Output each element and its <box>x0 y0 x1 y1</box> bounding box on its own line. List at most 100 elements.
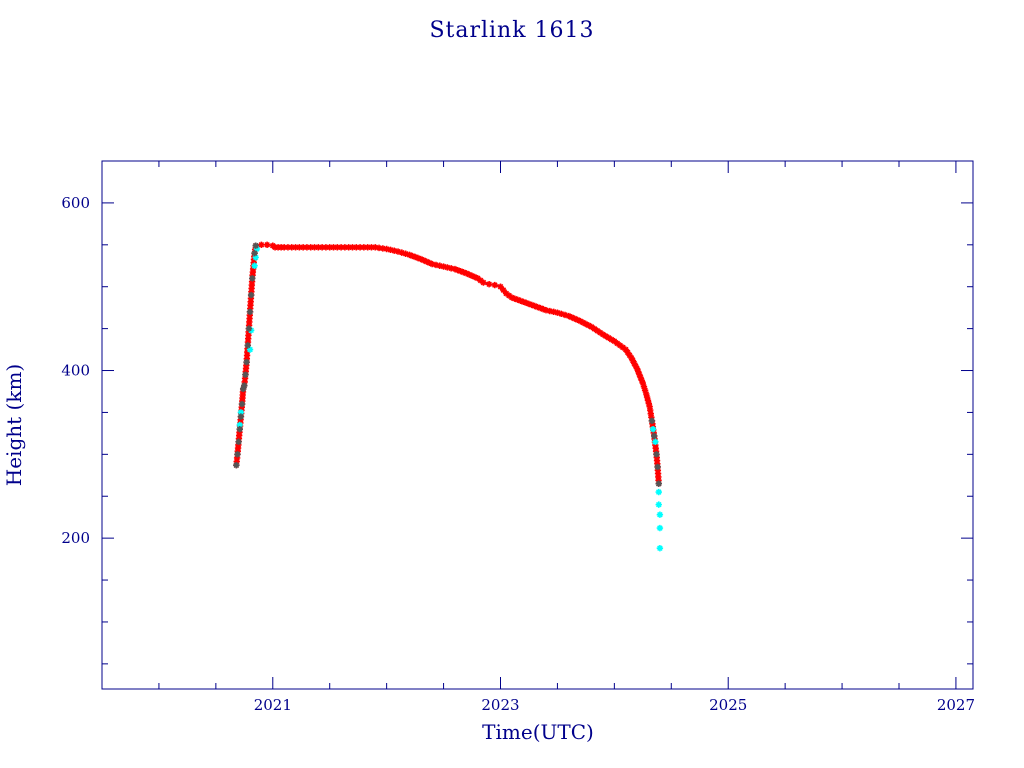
data-point <box>244 345 251 352</box>
data-point <box>379 245 387 252</box>
data-point <box>611 337 618 345</box>
data-point <box>318 244 326 251</box>
data-point <box>417 255 424 263</box>
data-point <box>406 251 413 259</box>
data-point <box>522 299 530 307</box>
data-point <box>247 291 255 299</box>
data-point <box>654 463 661 471</box>
data-point <box>245 325 253 332</box>
data-point <box>542 306 550 314</box>
axis-tick-labels: 2021 2023 2025 2027 200 400 600 <box>61 194 975 714</box>
data-point <box>655 488 662 496</box>
data-point <box>655 477 662 484</box>
series-group <box>233 241 662 487</box>
data-point <box>599 331 607 338</box>
data-point <box>471 273 479 281</box>
data-point <box>236 425 243 433</box>
data-point <box>387 246 394 254</box>
data-point <box>633 365 641 373</box>
data-point <box>444 264 451 271</box>
data-point <box>296 244 303 251</box>
data-point <box>252 242 259 249</box>
data-point <box>345 244 352 251</box>
y-tick-label: 200 <box>61 529 90 547</box>
series-group <box>236 245 664 552</box>
data-point <box>648 417 656 425</box>
data-point <box>337 244 345 251</box>
data-point <box>622 346 629 353</box>
data-point <box>585 322 592 329</box>
data-point <box>243 358 250 366</box>
marker-accents <box>233 242 662 487</box>
data-point <box>571 315 578 322</box>
data-point <box>643 390 650 398</box>
data-point <box>432 261 440 269</box>
data-point <box>341 244 349 251</box>
data-point <box>655 473 662 481</box>
data-point <box>641 387 649 394</box>
data-point <box>636 371 643 378</box>
axis-ticks <box>101 160 973 689</box>
data-point <box>638 377 645 384</box>
data-point <box>655 501 662 508</box>
data-point <box>423 258 430 265</box>
data-point <box>248 285 255 292</box>
data-point <box>528 301 536 309</box>
data-point <box>307 244 314 251</box>
data-point <box>246 315 253 322</box>
data-point <box>497 283 504 290</box>
data-point <box>263 241 271 249</box>
data-point <box>649 425 657 433</box>
x-tick-label: 2021 <box>254 696 292 714</box>
data-point <box>241 382 248 389</box>
data-point <box>514 296 521 303</box>
data-point <box>368 244 375 251</box>
data-point <box>420 257 427 264</box>
data-point <box>646 403 653 410</box>
data-point <box>245 332 252 339</box>
data-point <box>436 262 443 269</box>
data-point <box>258 241 265 249</box>
data-point <box>249 275 256 282</box>
data-point <box>284 244 292 251</box>
data-point <box>654 467 662 474</box>
data-point <box>241 378 248 386</box>
data-point <box>651 432 658 440</box>
data-point <box>574 316 581 324</box>
data-point <box>322 244 330 251</box>
data-point <box>500 286 507 294</box>
data-point <box>330 244 337 251</box>
data-point <box>299 244 307 251</box>
data-point <box>244 338 252 346</box>
data-point <box>398 249 406 256</box>
data-point <box>568 314 575 321</box>
data-point <box>252 254 259 261</box>
data-point <box>485 281 493 288</box>
data-point <box>292 244 299 251</box>
plot-frame <box>101 160 974 690</box>
data-point <box>629 357 637 364</box>
data-point <box>531 302 538 310</box>
data-point <box>248 278 256 285</box>
data-point <box>550 308 557 316</box>
data-point <box>608 336 615 343</box>
data-point <box>402 250 409 257</box>
data-point <box>576 317 584 325</box>
data-point <box>414 254 422 262</box>
data-point <box>474 275 481 282</box>
data-point <box>235 438 242 445</box>
data-point <box>303 244 311 251</box>
data-point <box>654 470 662 477</box>
data-point <box>247 295 255 302</box>
data-point <box>537 304 544 312</box>
series-trace <box>236 244 660 484</box>
data-point <box>639 379 647 387</box>
data-point <box>508 294 516 301</box>
data-point <box>234 451 241 458</box>
data-point <box>280 244 288 251</box>
data-point <box>635 368 642 375</box>
data-point <box>246 312 253 319</box>
data-point <box>246 346 254 353</box>
data-point <box>383 245 390 253</box>
